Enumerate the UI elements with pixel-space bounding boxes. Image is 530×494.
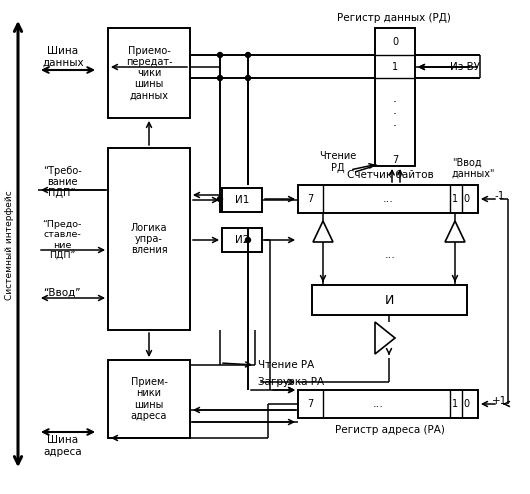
Text: 7: 7 — [392, 155, 398, 165]
Bar — [312, 285, 467, 315]
Text: ...: ... — [373, 399, 383, 409]
Circle shape — [217, 76, 223, 81]
Circle shape — [245, 52, 251, 57]
Bar — [108, 360, 190, 438]
Text: Чтение РА: Чтение РА — [258, 360, 314, 370]
Text: Приемо-
передат-
чики
шины
данных: Приемо- передат- чики шины данных — [126, 45, 172, 100]
Text: "Ввод
данных": "Ввод данных" — [452, 158, 496, 179]
Text: “Предо-
ставле-
ние
ПДП”: “Предо- ставле- ние ПДП” — [42, 220, 82, 259]
Text: 0: 0 — [463, 399, 469, 409]
Text: Из ВУ: Из ВУ — [450, 62, 480, 72]
Text: 1: 1 — [452, 194, 458, 204]
Text: 0: 0 — [392, 37, 398, 47]
Text: 0: 0 — [463, 194, 469, 204]
Text: ...: ... — [383, 194, 393, 204]
Text: И: И — [384, 293, 394, 306]
Bar — [222, 228, 262, 252]
Text: 7: 7 — [307, 194, 313, 204]
Text: Шина
адреса: Шина адреса — [43, 435, 82, 456]
Circle shape — [217, 197, 223, 202]
Text: Регистр адреса (РА): Регистр адреса (РА) — [335, 425, 445, 435]
Text: Системный интерфейс: Системный интерфейс — [5, 190, 14, 300]
Text: Шина
данных: Шина данных — [42, 46, 84, 68]
Text: Логика
упра-
вления: Логика упра- вления — [131, 223, 167, 255]
Text: Загрузка РА: Загрузка РА — [258, 377, 324, 387]
Bar — [108, 148, 190, 330]
Text: Прием-
ники
шины
адреса: Прием- ники шины адреса — [130, 377, 167, 421]
Circle shape — [245, 238, 251, 243]
Text: “Требо-
вание
ПДП”: “Требо- вание ПДП” — [42, 166, 82, 198]
Text: .: . — [393, 104, 397, 117]
Polygon shape — [313, 221, 333, 242]
Circle shape — [245, 76, 251, 81]
Bar — [298, 390, 478, 418]
Text: 7: 7 — [307, 399, 313, 409]
Text: +1: +1 — [492, 396, 508, 406]
Text: .: . — [393, 91, 397, 105]
Bar — [222, 188, 262, 212]
Text: 1: 1 — [392, 62, 398, 72]
Polygon shape — [445, 221, 465, 242]
Polygon shape — [375, 322, 395, 354]
Text: И2: И2 — [235, 235, 249, 245]
Text: Регистр данных (РД): Регистр данных (РД) — [337, 13, 451, 23]
Text: .: . — [393, 116, 397, 128]
Text: “Ввод”: “Ввод” — [43, 288, 81, 298]
Text: И1: И1 — [235, 195, 249, 205]
Bar — [108, 28, 190, 118]
Text: 1: 1 — [452, 399, 458, 409]
Text: Чтение
РД: Чтение РД — [320, 151, 357, 172]
Text: Счетчик байтов: Счетчик байтов — [347, 170, 434, 180]
Text: -1: -1 — [495, 191, 505, 201]
Text: ...: ... — [385, 250, 395, 260]
Bar — [298, 185, 478, 213]
Bar — [375, 28, 415, 166]
Circle shape — [217, 52, 223, 57]
